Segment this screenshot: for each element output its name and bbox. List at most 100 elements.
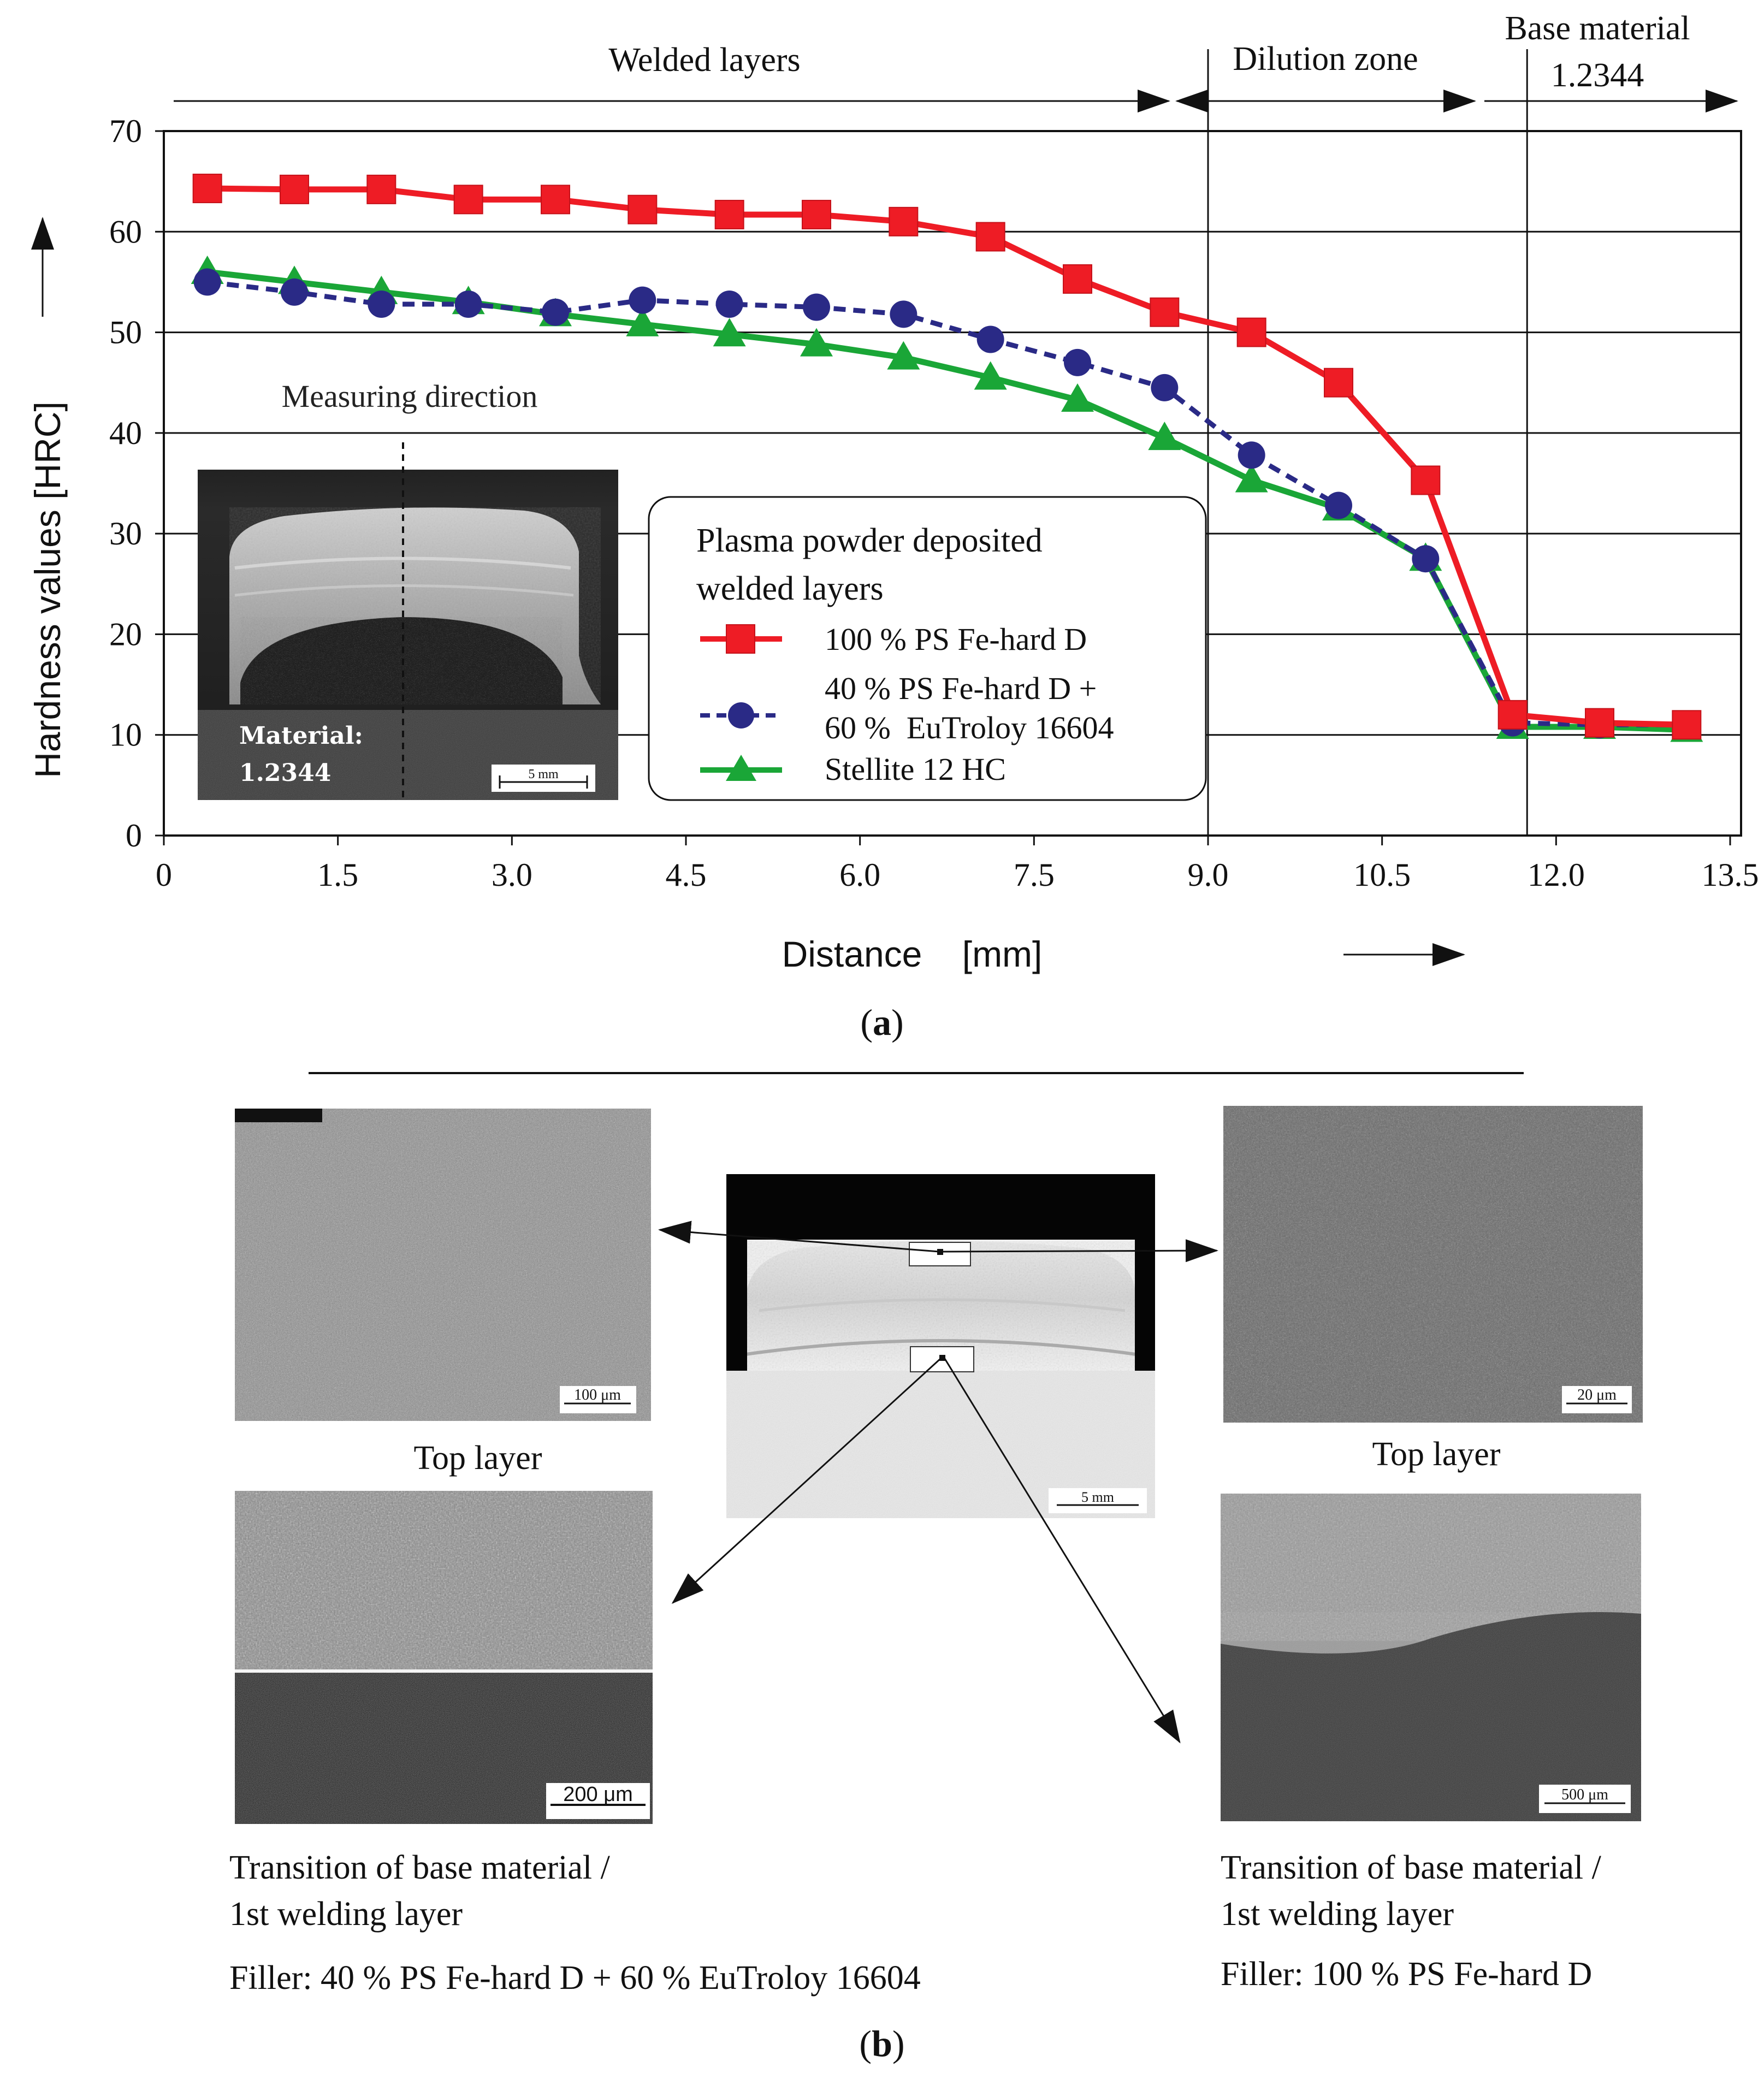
x-tick-label: 12.0 (1528, 857, 1585, 893)
data-point-square (714, 199, 744, 229)
panel-a-label: (a) (860, 1002, 903, 1043)
y-axis-label: Hardness values [HRC] (27, 401, 68, 778)
data-point-square (1236, 317, 1266, 347)
data-point-square (280, 174, 309, 204)
x-tick-label: 7.5 (1014, 857, 1055, 893)
data-point-square (1497, 700, 1528, 730)
micrograph-center: 5 mm (726, 1174, 1155, 1518)
data-point-square (1585, 708, 1614, 738)
legend-label-fe-hard: 100 % PS Fe-hard D (825, 621, 1087, 657)
series-layer (191, 174, 1703, 742)
data-point-circle (976, 325, 1004, 353)
caption-transition-left-2: 1st welding layer (229, 1896, 463, 1933)
data-point-circle (803, 293, 830, 321)
data-point-circle (1151, 374, 1179, 401)
x-axis-ticks: 0 1.5 3.0 4.5 6.0 7.5 9.0 10.5 12.0 13.5 (156, 836, 1759, 893)
data-point-square (1672, 710, 1702, 740)
caption-transition-left-1: Transition of base material / (229, 1849, 611, 1886)
inset-macrograph: Material: 1.2344 5 mm (198, 442, 618, 800)
zone-label-base-1: Base material (1505, 10, 1690, 47)
data-point-circle (542, 298, 569, 326)
x-tick-label: 4.5 (666, 857, 707, 893)
inset-scale-label: 5 mm (528, 767, 559, 781)
micrograph-bottom-left: 200 μm (235, 1491, 653, 1824)
data-point-triangle (1235, 464, 1268, 493)
x-tick-label: 10.5 (1353, 857, 1411, 893)
series-0 (192, 174, 1702, 740)
scale-center: 5 mm (1081, 1489, 1114, 1505)
y-tick-label: 60 (109, 214, 142, 250)
data-point-triangle (800, 328, 833, 357)
y-tick-label: 0 (126, 818, 142, 854)
scale-top-left: 100 μm (574, 1387, 621, 1403)
caption-filler-right: Filler: 100 % PS Fe-hard D (1221, 1956, 1592, 1993)
x-tick-label: 6.0 (839, 857, 880, 893)
data-point-circle (454, 290, 482, 318)
y-tick-label: 50 (109, 315, 142, 351)
zone-label-base-2: 1.2344 (1551, 57, 1644, 94)
data-point-square (453, 185, 483, 215)
data-point-triangle (1061, 383, 1094, 412)
arrow-to-top-left (658, 1221, 940, 1253)
micrograph-top-right: 20 μm (1223, 1106, 1643, 1423)
data-point-circle (1325, 491, 1352, 519)
legend-box (648, 496, 1207, 801)
data-point-circle (1064, 348, 1091, 376)
caption-top-right: Top layer (1372, 1436, 1501, 1473)
y-axis-ticks: 0 10 20 30 40 50 60 70 (109, 113, 164, 854)
data-point-square (1063, 264, 1092, 294)
legend-label-stellite: Stellite 12 HC (825, 751, 1006, 787)
data-point-circle (715, 290, 743, 318)
y-tick-label: 70 (109, 113, 142, 149)
data-point-triangle (713, 318, 746, 347)
data-point-square (802, 199, 831, 229)
data-point-square (628, 194, 658, 224)
x-tick-label: 1.5 (317, 857, 358, 893)
measuring-direction-label: Measuring direction (282, 378, 538, 414)
data-point-circle (281, 278, 308, 306)
y-tick-label: 20 (109, 616, 142, 652)
data-point-circle (629, 286, 656, 314)
series-line (207, 269, 1687, 733)
x-tick-label: 13.5 (1702, 857, 1759, 893)
data-point-circle (193, 268, 221, 296)
panel-b-micrographs: 100 μm 20 μm (229, 1106, 1643, 2064)
data-point-square (192, 174, 222, 204)
panel-a-chart: Welded layers Dilution zone Base materia… (27, 10, 1759, 1043)
data-point-circle (890, 300, 917, 328)
caption-top-left: Top layer (414, 1440, 542, 1477)
y-tick-label: 30 (109, 516, 142, 552)
legend-entry-mix: 40 % PS Fe-hard D + 60 % EuTroloy 16604 (700, 671, 1114, 745)
micrograph-bottom-right: 500 μm (1221, 1494, 1641, 1821)
x-tick-label: 0 (156, 857, 172, 893)
arrow-to-bottom-left (671, 1358, 942, 1604)
zone-label-dilution: Dilution zone (1233, 40, 1418, 78)
caption-transition-right-2: 1st welding layer (1221, 1896, 1454, 1933)
data-point-triangle (1148, 422, 1181, 451)
x-axis-label: Distance [mm] (782, 934, 1043, 974)
data-point-square (541, 185, 570, 215)
scale-bottom-right: 500 μm (1561, 1786, 1608, 1803)
data-point-square (975, 222, 1005, 252)
scale-top-right: 20 μm (1577, 1387, 1617, 1403)
legend-entry-fe-hard: 100 % PS Fe-hard D (700, 621, 1087, 657)
data-point-circle (1412, 545, 1440, 573)
inset-material-value: 1.2344 (239, 759, 331, 787)
data-point-square (889, 206, 919, 236)
legend-title-2: welded layers (696, 570, 884, 607)
inset-material-label: Material: (239, 722, 363, 750)
legend: Plasma powder deposited welded layers 10… (648, 496, 1207, 801)
x-tick-label: 3.0 (492, 857, 532, 893)
caption-transition-right-1: Transition of base material / (1221, 1849, 1602, 1886)
y-tick-label: 10 (109, 717, 142, 753)
panel-b-label: (b) (859, 2023, 904, 2064)
scale-bottom-left: 200 μm (563, 1783, 633, 1806)
caption-filler-left: Filler: 40 % PS Fe-hard D + 60 % EuTrolo… (229, 1959, 921, 1997)
arrow-to-bottom-right (944, 1358, 1181, 1744)
data-point-triangle (626, 307, 659, 336)
micrograph-top-left: 100 μm (235, 1109, 651, 1421)
arrow-to-top-right (939, 1239, 1218, 1263)
data-point-circle (368, 290, 395, 318)
legend-label-mix-2: 60 % EuTroloy 16604 (825, 710, 1114, 745)
